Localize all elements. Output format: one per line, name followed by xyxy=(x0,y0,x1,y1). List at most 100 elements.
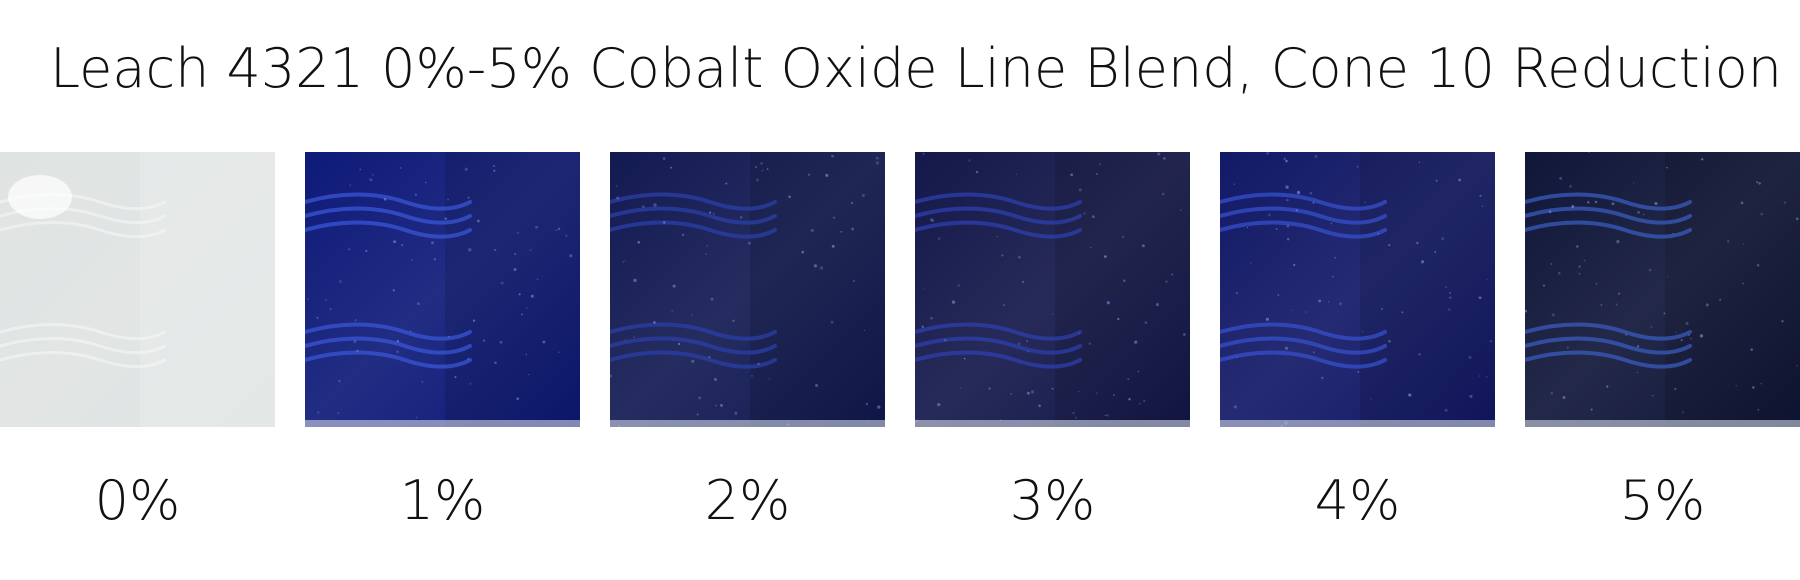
glaze-ridge xyxy=(915,350,1082,369)
glaze-speckle xyxy=(1002,304,1006,307)
glaze-speckle xyxy=(521,313,523,316)
glaze-tile-graphic xyxy=(1525,152,1800,427)
glaze-speckle xyxy=(1284,346,1289,350)
glaze-speckle xyxy=(1578,265,1581,268)
glaze-speckle xyxy=(1027,391,1030,395)
glaze-speckle xyxy=(1458,178,1461,182)
glaze-speckle xyxy=(831,154,834,158)
glaze-speckle xyxy=(337,412,340,415)
glaze-speckle xyxy=(957,284,960,287)
glaze-speckle xyxy=(1165,280,1168,283)
glaze-speckle xyxy=(468,248,472,252)
glaze-ridge xyxy=(1220,336,1387,355)
glaze-speckle xyxy=(1078,188,1082,192)
glaze-speckle xyxy=(1291,309,1294,311)
glaze-speckle xyxy=(565,234,568,237)
glaze-speckle xyxy=(832,216,836,219)
glaze-speckle xyxy=(922,288,924,290)
glaze-speckle xyxy=(831,244,835,248)
glaze-speckle xyxy=(1642,213,1645,216)
glaze-speckle xyxy=(1026,340,1028,342)
glaze-ridge xyxy=(1525,350,1692,369)
glaze-speckle xyxy=(1137,370,1140,373)
glaze-speckle xyxy=(400,167,402,169)
glaze-speckle xyxy=(672,284,676,288)
glaze-speckle xyxy=(469,382,472,385)
glaze-speckle xyxy=(1611,202,1615,206)
glaze-speckle xyxy=(633,336,636,339)
glaze-speckle xyxy=(1134,340,1138,344)
glaze-speckle xyxy=(1566,346,1569,349)
glaze-speckle xyxy=(653,203,657,207)
glaze-speckle xyxy=(1179,209,1182,212)
glaze-speckle xyxy=(557,227,561,231)
glaze-speckle xyxy=(1027,351,1029,353)
glaze-speckle xyxy=(801,250,804,254)
glaze-speckle xyxy=(1112,394,1115,396)
glaze-speckle xyxy=(316,316,319,319)
glaze-speckle xyxy=(1740,201,1744,205)
glaze-ridge xyxy=(1525,220,1692,239)
glaze-speckle xyxy=(1594,200,1598,204)
glaze-ridge xyxy=(305,350,472,369)
glaze-speckle xyxy=(1295,209,1298,212)
glaze-speckle xyxy=(1293,263,1296,267)
tile-surface xyxy=(915,152,1190,427)
glaze-speckle xyxy=(1588,152,1590,154)
glaze-speckle xyxy=(1445,286,1448,289)
glaze-speckle xyxy=(1083,212,1086,215)
glaze-speckle xyxy=(1781,320,1784,323)
glaze-speckle xyxy=(996,235,998,238)
glaze-ridge xyxy=(610,206,777,225)
glaze-speckle xyxy=(324,298,327,301)
glaze-speckle xyxy=(1331,275,1334,278)
glaze-speckle xyxy=(1380,308,1383,311)
glaze-speckle xyxy=(740,216,743,219)
glaze-speckle xyxy=(1648,268,1652,272)
glaze-speckle xyxy=(708,356,711,359)
glaze-speckle xyxy=(454,375,457,379)
glaze-speckle xyxy=(751,375,753,377)
tile-label-3: 3% xyxy=(1009,469,1096,532)
glaze-ridge xyxy=(915,206,1082,225)
glaze-speckle xyxy=(1490,340,1492,343)
glaze-speckle xyxy=(1617,292,1621,295)
glaze-speckle xyxy=(1727,240,1730,243)
glaze-speckle xyxy=(1078,390,1080,393)
glaze-ridge xyxy=(1525,206,1692,225)
glaze-ridge xyxy=(305,220,472,239)
glaze-speckle xyxy=(1155,303,1159,307)
page-title: Leach 4321 0%-5% Cobalt Oxide Line Blend… xyxy=(50,37,1782,100)
glaze-ridge xyxy=(305,192,472,211)
glaze-speckle xyxy=(536,278,539,281)
glaze-speckle xyxy=(671,310,673,312)
glaze-speckle xyxy=(494,249,497,252)
glaze-tile-3 xyxy=(915,152,1190,427)
glaze-speckle xyxy=(1478,296,1482,300)
glaze-speckle xyxy=(1615,303,1618,306)
tile-label-0: 0% xyxy=(94,469,181,532)
glaze-speckle xyxy=(513,267,517,272)
glaze-speckle xyxy=(1233,183,1235,185)
glaze-speckle xyxy=(1314,154,1318,158)
glaze-speckle xyxy=(710,297,714,301)
glaze-speckle xyxy=(1338,302,1342,306)
glaze-speckle xyxy=(493,165,495,167)
glaze-speckle xyxy=(1666,275,1669,278)
tile-shade xyxy=(750,152,885,427)
glaze-speckle xyxy=(396,350,400,354)
tile-label-1: 1% xyxy=(399,469,486,532)
glaze-speckle xyxy=(1051,387,1054,390)
glaze-speckle xyxy=(1313,351,1315,353)
glaze-ridge xyxy=(610,350,777,369)
glaze-speckle xyxy=(307,298,309,300)
glaze-speckle xyxy=(865,402,869,406)
glaze-speckle xyxy=(1486,279,1488,281)
glaze-speckle xyxy=(372,174,374,176)
glaze-speckle xyxy=(1444,408,1448,412)
glaze-speckle xyxy=(810,228,814,233)
glaze-speckle xyxy=(732,319,735,322)
glaze-speckle xyxy=(713,377,718,382)
glaze-ridge xyxy=(305,206,472,225)
glaze-speckle xyxy=(1468,355,1472,360)
